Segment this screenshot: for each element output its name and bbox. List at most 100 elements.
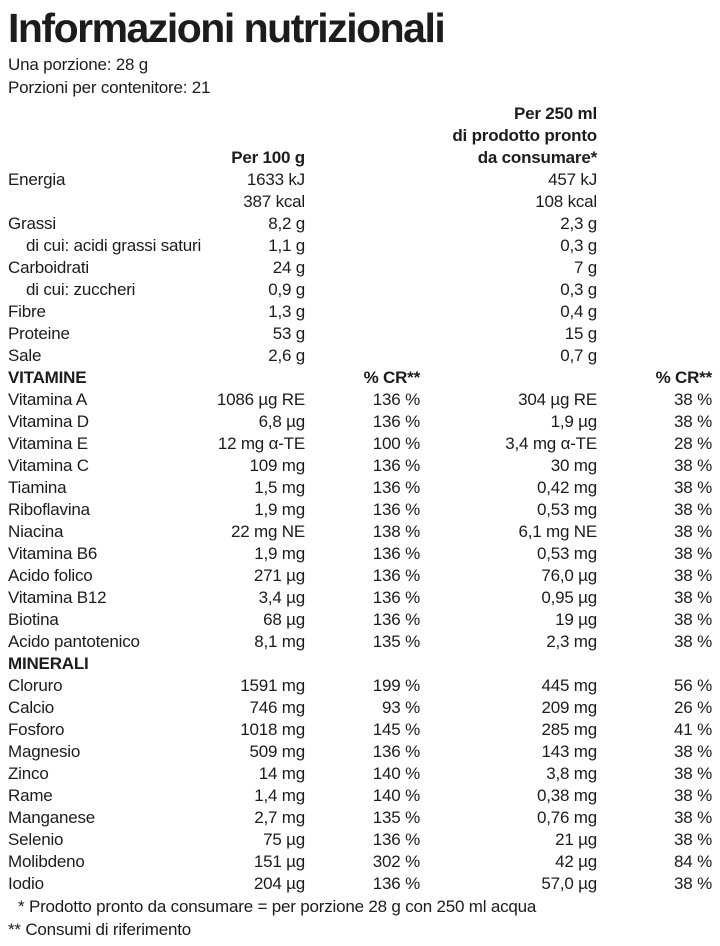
value-per-250ml: 108 kcal — [535, 192, 597, 211]
cr-percent-per-100g: 136 % — [372, 830, 420, 849]
nutrient-row: Vitamina D 6,8 µg 136 % 1,9 µg 38 % — [8, 411, 712, 433]
cr-percent-per-250ml: 38 % — [674, 830, 712, 849]
col-header-per-100g: Per 100 g — [231, 148, 305, 167]
nutrient-label: Vitamina C — [8, 456, 89, 475]
value-per-250ml: 0,3 g — [560, 236, 597, 255]
value-per-100g: 151 µg — [253, 852, 305, 871]
value-per-100g: 509 mg — [249, 742, 305, 761]
value-per-250ml: 0,38 mg — [536, 786, 597, 805]
nutrient-label: Selenio — [8, 830, 64, 849]
cr-percent-per-250ml: 38 % — [674, 412, 712, 431]
cr-percent-per-100g: 136 % — [372, 478, 420, 497]
cr-percent-per-250ml: 38 % — [674, 742, 712, 761]
cr-percent-per-250ml: 38 % — [674, 588, 712, 607]
vitamins-section-title: VITAMINE — [8, 368, 87, 387]
cr-percent-per-100g: 135 % — [372, 632, 420, 651]
value-per-100g: 2,7 mg — [254, 808, 305, 827]
col-header-per-250ml-line1: Per 250 ml — [513, 104, 597, 123]
nutrient-label: Proteine — [8, 324, 70, 343]
value-per-250ml: 143 mg — [541, 742, 597, 761]
nutrient-row: Vitamina A 1086 µg RE 136 % 304 µg RE 38… — [8, 389, 712, 411]
column-headers: Per 100 g Per 250 ml di prodotto pronto … — [8, 103, 712, 169]
cr-percent-per-100g: 136 % — [372, 610, 420, 629]
cr-percent-per-100g: 135 % — [372, 808, 420, 827]
footnote-reference-intakes: ** Consumi di riferimento — [8, 920, 192, 939]
value-per-100g: 3,4 µg — [258, 588, 306, 607]
cr-percent-per-250ml: 38 % — [674, 478, 712, 497]
value-per-100g: 22 mg NE — [231, 522, 305, 541]
cr-header-2: % CR** — [655, 368, 713, 387]
nutrient-row: Vitamina B12 3,4 µg 136 % 0,95 µg 38 % — [8, 587, 712, 609]
cr-percent-per-250ml: 38 % — [674, 522, 712, 541]
value-per-100g: 1633 kJ — [246, 170, 305, 189]
vitamins-section-header: VITAMINE % CR** % CR** — [8, 367, 712, 389]
col-header-per-250ml-line3: da consumare* — [477, 148, 597, 167]
nutrient-row: Niacina 22 mg NE 138 % 6,1 mg NE 38 % — [8, 521, 712, 543]
footnote-ready-product: * Prodotto pronto da consumare = per por… — [18, 897, 537, 916]
macro-row: Grassi 8,2 g 2,3 g — [8, 213, 712, 235]
value-per-250ml: 0,76 mg — [536, 808, 597, 827]
value-per-100g: 1591 mg — [240, 676, 305, 695]
nutrient-label: Calcio — [8, 698, 55, 717]
value-per-250ml: 19 µg — [555, 610, 597, 629]
nutrient-label: Tiamina — [8, 478, 67, 497]
cr-percent-per-250ml: 56 % — [674, 676, 712, 695]
nutrient-label: Vitamina B12 — [8, 588, 107, 607]
nutrient-label: Biotina — [8, 610, 59, 629]
value-per-100g: 75 µg — [263, 830, 305, 849]
serving-size-line: Una porzione: 28 g — [8, 55, 149, 74]
nutrient-row: Vitamina B6 1,9 mg 136 % 0,53 mg 38 % — [8, 543, 712, 565]
value-per-100g: 8,1 mg — [254, 632, 305, 651]
macro-row: Carboidrati 24 g 7 g — [8, 257, 712, 279]
cr-percent-per-100g: 136 % — [372, 588, 420, 607]
value-per-250ml: 457 kJ — [548, 170, 597, 189]
value-per-250ml: 445 mg — [541, 676, 597, 695]
nutrient-row: Calcio 746 mg 93 % 209 mg 26 % — [8, 697, 712, 719]
nutrient-label: Rame — [8, 786, 53, 805]
minerals-section-title: MINERALI — [8, 654, 89, 673]
value-per-250ml: 7 g — [573, 258, 597, 277]
nutrient-label: Energia — [8, 170, 66, 189]
nutrient-row: Magnesio 509 mg 136 % 143 mg 38 % — [8, 741, 712, 763]
value-per-100g: 1018 mg — [240, 720, 305, 739]
value-per-100g: 2,6 g — [268, 346, 305, 365]
cr-percent-per-250ml: 41 % — [674, 720, 712, 739]
cr-percent-per-100g: 140 % — [372, 786, 420, 805]
nutrient-label: Magnesio — [8, 742, 81, 761]
value-per-250ml: 42 µg — [555, 852, 597, 871]
cr-percent-per-250ml: 84 % — [674, 852, 712, 871]
value-per-100g: 1086 µg RE — [216, 390, 305, 409]
value-per-250ml: 3,8 mg — [546, 764, 597, 783]
cr-percent-per-100g: 100 % — [372, 434, 420, 453]
cr-percent-per-100g: 136 % — [372, 544, 420, 563]
macro-row: di cui: acidi grassi saturi 1,1 g 0,3 g — [8, 235, 712, 257]
value-per-250ml: 1,9 µg — [550, 412, 598, 431]
macro-row: Proteine 53 g 15 g — [8, 323, 712, 345]
cr-percent-per-250ml: 38 % — [674, 456, 712, 475]
cr-percent-per-250ml: 38 % — [674, 390, 712, 409]
nutrient-row: Rame 1,4 mg 140 % 0,38 mg 38 % — [8, 785, 712, 807]
cr-percent-per-100g: 145 % — [372, 720, 420, 739]
value-per-250ml: 2,3 g — [560, 214, 597, 233]
cr-percent-per-100g: 136 % — [372, 874, 420, 893]
nutrient-label: Molibdeno — [8, 852, 85, 871]
nutrient-label: Riboflavina — [8, 500, 90, 519]
nutrient-label: Vitamina D — [8, 412, 89, 431]
macro-row: Energia 1633 kJ 457 kJ — [8, 169, 712, 191]
nutrient-label: di cui: acidi grassi saturi — [26, 236, 202, 255]
value-per-100g: 53 g — [272, 324, 305, 343]
nutrient-label: Vitamina A — [8, 390, 87, 409]
value-per-250ml: 0,53 mg — [536, 500, 597, 519]
value-per-250ml: 15 g — [564, 324, 597, 343]
cr-percent-per-100g: 136 % — [372, 742, 420, 761]
nutrient-row: Zinco 14 mg 140 % 3,8 mg 38 % — [8, 763, 712, 785]
nutrient-label: di cui: zuccheri — [26, 280, 136, 299]
value-per-100g: 1,4 mg — [254, 786, 305, 805]
nutrient-label: Fibre — [8, 302, 46, 321]
value-per-100g: 12 mg α-TE — [217, 434, 305, 453]
value-per-250ml: 2,3 mg — [546, 632, 597, 651]
cr-percent-per-100g: 199 % — [372, 676, 420, 695]
nutrient-row: Acido folico 271 µg 136 % 76,0 µg 38 % — [8, 565, 712, 587]
col-header-per-250ml: Per 250 ml di prodotto pronto da consuma… — [305, 103, 597, 169]
